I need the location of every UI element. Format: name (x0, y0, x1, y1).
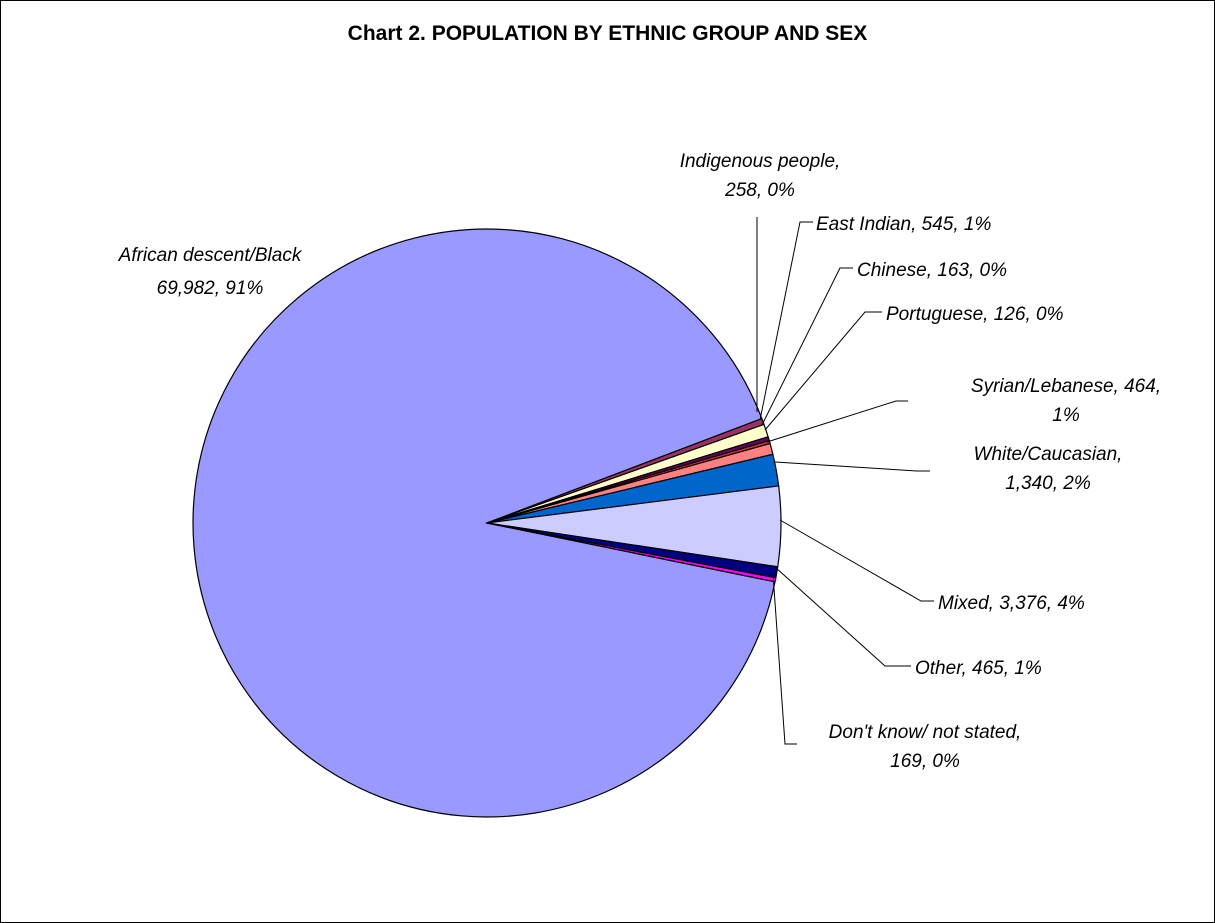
pie-slice-don-t-know-not-stated (486, 522, 777, 583)
leader-line-chinese (761, 267, 853, 426)
leader-line-mixed (779, 519, 934, 602)
data-label-white-caucasian-line: White/Caucasian, (974, 444, 1123, 465)
data-label-african-descent-black: African descent/Black 69,982, 91% (118, 245, 303, 299)
data-label-portuguese: Portuguese, 126, 0% (886, 304, 1064, 325)
data-label-mixed: Mixed, 3,376, 4% (938, 593, 1085, 614)
data-label-syrian-lebanese-line: Syrian/Lebanese, 464, (971, 376, 1161, 397)
data-label-white-caucasian: White/Caucasian, 1,340, 2% (974, 444, 1123, 494)
data-label-east-indian: East Indian, 545, 1% (816, 214, 991, 235)
chart-title: Chart 2. POPULATION BY ETHNIC GROUP AND … (347, 22, 868, 45)
data-label-don-t-know-not-stated: Don't know/ not stated, 169, 0% (829, 722, 1022, 772)
data-label-indigenous-people-line: Indigenous people, (680, 151, 841, 172)
data-label-other: Other, 465, 1% (915, 658, 1042, 679)
pie-slices (192, 228, 782, 818)
data-label-mixed-line: Mixed, 3,376, 4% (938, 593, 1085, 614)
data-label-chinese: Chinese, 163, 0% (857, 260, 1007, 281)
data-label-african-descent-black-line: 69,982, 91% (157, 278, 264, 299)
data-label-indigenous-people: Indigenous people, 258, 0% (680, 151, 841, 201)
leader-line-white-caucasian (774, 461, 930, 472)
data-labels: Indigenous people, 258, 0% East Indian, 54… (118, 151, 1161, 772)
data-label-portuguese-line: Portuguese, 126, 0% (886, 304, 1064, 325)
data-label-syrian-lebanese: Syrian/Lebanese, 464, 1% (971, 376, 1161, 426)
data-label-don-t-know-not-stated-line: Don't know/ not stated, (829, 722, 1022, 743)
pie-slice-african-descent-black (192, 228, 776, 818)
data-label-don-t-know-not-stated-line: 169, 0% (890, 751, 960, 772)
data-label-east-indian-line: East Indian, 545, 1% (816, 214, 991, 235)
leader-line-east-indian (759, 221, 813, 421)
leader-line-portuguese (764, 311, 882, 431)
leader-lines (756, 217, 934, 745)
data-label-chinese-line: Chinese, 163, 0% (857, 260, 1007, 281)
data-label-syrian-lebanese-line: 1% (1052, 405, 1080, 426)
leader-line-other (774, 566, 911, 667)
data-label-other-line: Other, 465, 1% (915, 658, 1042, 679)
data-label-white-caucasian-line: 1,340, 2% (1005, 473, 1091, 494)
leader-line-don-t-know-not-stated (772, 573, 797, 745)
data-label-indigenous-people-line: 258, 0% (724, 180, 795, 201)
leader-line-syrian-lebanese (766, 400, 908, 443)
data-label-african-descent-black-line: African descent/Black (118, 245, 303, 266)
